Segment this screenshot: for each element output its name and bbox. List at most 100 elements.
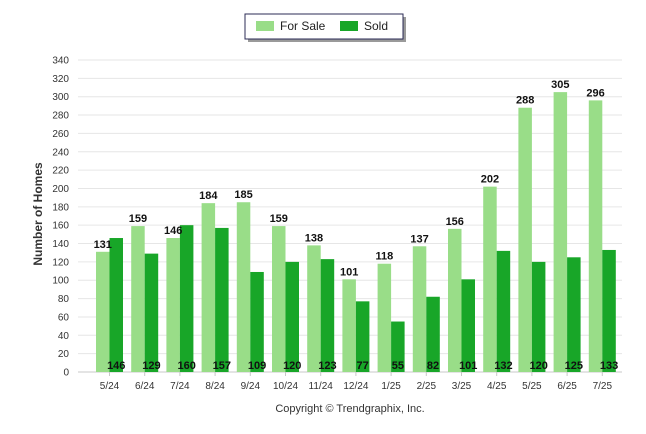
data-label-for-sale: 131 [94,239,112,251]
bar-sold [567,257,581,372]
bar-for-sale [448,228,462,372]
data-label-for-sale: 185 [234,189,252,201]
y-tick-label: 300 [52,92,69,103]
bar-sold [179,225,194,372]
bar-sold [109,238,123,372]
bar-for-sale [588,100,603,373]
y-tick-label: 200 [52,184,69,195]
data-label-for-sale: 288 [516,95,534,107]
y-tick-label: 320 [52,74,69,85]
y-tick-label: 140 [52,239,69,250]
x-tick-label: 5/24 [100,381,120,392]
y-tick-label: 80 [58,294,70,305]
data-label-sold: 157 [213,360,231,372]
x-tick-label: 8/24 [205,381,225,392]
y-tick-label: 240 [52,147,69,158]
data-label-for-sale: 296 [586,87,604,99]
y-tick-label: 0 [63,368,69,379]
data-label-for-sale: 159 [129,213,147,225]
data-label-for-sale: 138 [305,232,323,244]
data-label-sold: 120 [283,360,301,372]
data-label-sold: 77 [357,360,369,372]
data-label-sold: 132 [494,360,512,372]
data-label-sold: 146 [107,360,125,372]
data-label-for-sale: 137 [410,233,428,245]
x-tick-label: 6/25 [557,381,577,392]
data-label-for-sale: 305 [551,79,569,91]
bar-sold [355,301,370,372]
x-tick-label: 4/25 [487,381,507,392]
bar-sold [531,261,546,372]
y-tick-label: 100 [52,276,69,287]
bar-sold [602,249,616,372]
bar-sold [144,253,159,372]
bar-for-sale [412,246,427,372]
legend-swatch-for-sale [256,21,274,31]
bar-sold [285,261,299,372]
bar-sold [250,271,264,372]
bar-for-sale [553,92,568,372]
x-tick-label: 1/25 [381,381,401,392]
bar-for-sale [307,245,321,372]
y-tick-label: 60 [58,312,70,323]
bar-for-sale [272,226,286,372]
data-label-for-sale: 202 [481,174,499,186]
copyright-text: Copyright © Trendgraphix, Inc. [275,403,424,415]
y-tick-label: 160 [52,221,69,232]
bar-for-sale [483,186,497,372]
data-label-sold: 109 [248,360,266,372]
x-tick-label: 12/24 [343,381,368,392]
data-label-sold: 55 [392,360,404,372]
x-tick-label: 7/24 [170,381,190,392]
y-tick-label: 40 [58,331,70,342]
x-tick-label: 3/25 [452,381,472,392]
legend-label-sold: Sold [364,19,388,33]
y-axis-title: Number of Homes [31,162,45,266]
data-label-sold: 82 [427,360,439,372]
data-label-sold: 160 [177,360,195,372]
legend-swatch-sold [340,21,358,31]
data-label-for-sale: 156 [446,216,464,228]
bar-sold [391,321,405,372]
legend-label-for-sale: For Sale [280,19,326,33]
x-tick-label: 2/25 [417,381,437,392]
bar-sold [215,227,229,372]
x-tick-label: 11/24 [309,381,334,392]
y-tick-label: 120 [52,257,69,268]
bar-for-sale [377,263,392,372]
data-label-for-sale: 184 [199,190,218,202]
data-label-sold: 133 [600,360,618,372]
x-tick-label: 9/24 [241,381,261,392]
data-label-sold: 129 [142,360,160,372]
bars [96,92,616,373]
bar-for-sale [201,203,216,372]
bar-for-sale [96,251,110,372]
data-label-sold: 123 [318,360,336,372]
bar-for-sale [236,202,251,372]
x-tick-label: 6/24 [135,381,155,392]
x-tick-label: 10/24 [273,381,298,392]
bar-for-sale [131,226,145,372]
y-tick-label: 260 [52,129,69,140]
y-tick-label: 340 [52,56,69,67]
bar-sold [461,279,475,372]
x-tick-label: 7/25 [593,381,613,392]
data-label-for-sale: 159 [270,213,288,225]
data-label-for-sale: 146 [164,225,182,237]
data-label-sold: 125 [565,360,583,372]
data-label-for-sale: 101 [340,266,358,278]
bar-for-sale [518,107,532,372]
data-label-sold: 101 [459,360,477,372]
x-axis-ticks: 5/24 6/24 7/24 8/24 9/24 10/24 11/24 12/24 1/25 2… [100,372,613,392]
bar-sold [426,296,440,372]
data-label-sold: 120 [529,360,547,372]
bar-sold [320,259,335,372]
bar-sold [496,250,511,372]
x-tick-label: 5/25 [522,381,542,392]
y-tick-label: 20 [58,349,70,360]
data-labels: 131 146 159 129 146 160 184 157 185 109 159 120 138 1… [94,79,619,372]
y-tick-label: 180 [52,202,69,213]
bar-for-sale [166,238,180,372]
y-tick-label: 220 [52,166,69,177]
